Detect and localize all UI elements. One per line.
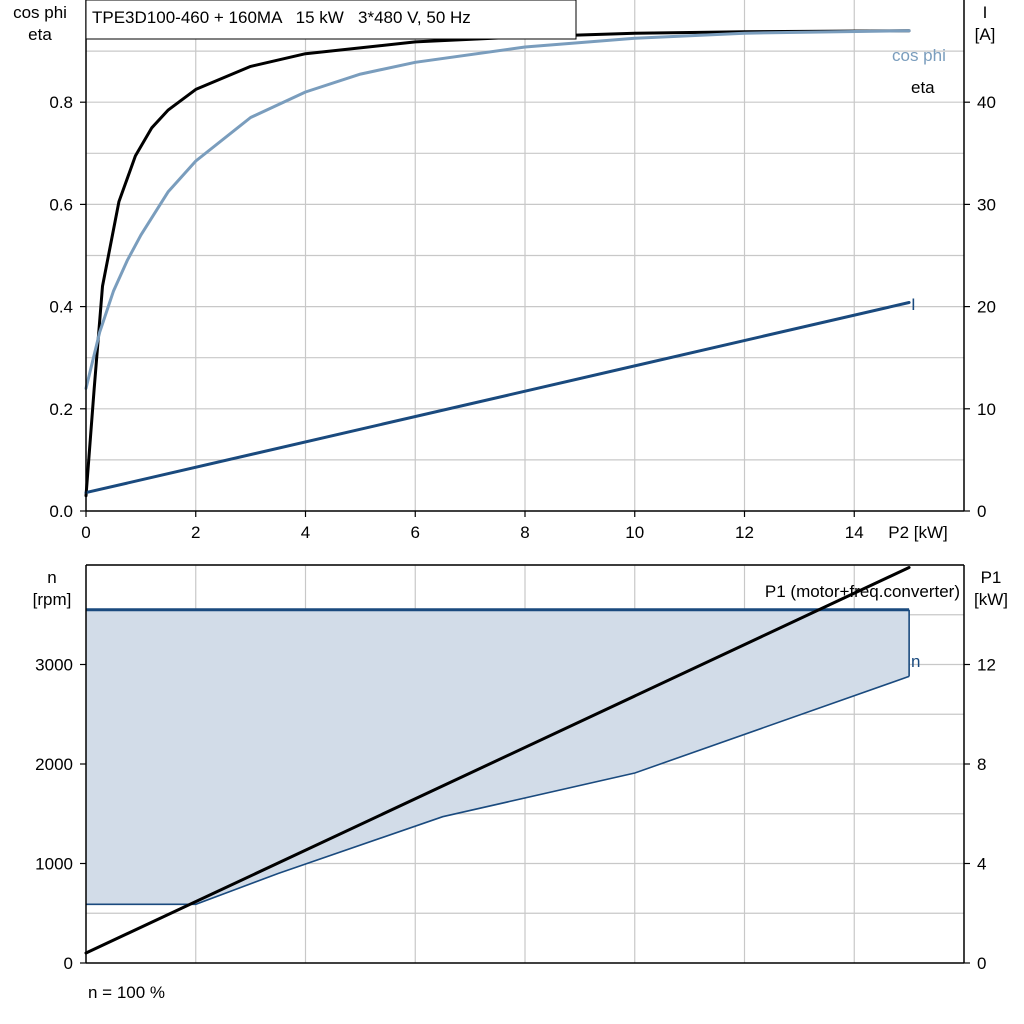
bottom-y-right-tick-label: 12 [977, 656, 996, 675]
x-tick-label: 2 [191, 523, 200, 542]
n-area [86, 609, 910, 905]
top-chart: 0 2 4 6 8 10 12 14 0.0 0.2 0.4 0.6 0.8 0 10 20 30 40 TPE3… [13, 0, 996, 542]
x-tick-label: 10 [625, 523, 644, 542]
series-line-i [84, 301, 911, 495]
bottom-y-right-tick-label: 0 [977, 954, 986, 973]
bottom-left-axis-label-1: n [47, 568, 56, 587]
top-right-axis-label-2: [A] [975, 25, 996, 44]
top-y-left-tick-label: 0.4 [49, 298, 73, 317]
series-label-eta: eta [911, 78, 935, 97]
top-y-right-tick-label: 0 [977, 502, 986, 521]
x-axis-label: P2 [kW] [888, 523, 948, 542]
series-line-cos-phi [84, 29, 911, 390]
p1-line [84, 566, 911, 955]
chart-title: TPE3D100-460 + 160MA 15 kW 3*480 V, 50 H… [92, 8, 471, 27]
top-y-left-tick-label: 0.0 [49, 502, 73, 521]
series-label-p1: P1 (motor+freq.converter) [765, 582, 960, 601]
top-y-right-tick-label: 40 [977, 93, 996, 112]
top-series [84, 29, 911, 498]
x-tick-label: 14 [845, 523, 864, 542]
top-y-left-tick-label: 0.6 [49, 195, 73, 214]
bottom-left-axis-label-2: [rpm] [33, 590, 72, 609]
x-tick-label: 4 [301, 523, 310, 542]
top-left-axis-label-1: cos phi [13, 3, 67, 22]
bottom-right-axis-label-2: [kW] [974, 590, 1008, 609]
x-tick-label: 8 [520, 523, 529, 542]
top-right-axis-label-1: I [983, 3, 988, 22]
top-y-right-tick-label: 20 [977, 298, 996, 317]
bottom-series [84, 566, 911, 955]
series-label-cos-phi: cos phi [892, 46, 946, 65]
bottom-y-left-tick-label: 0 [64, 954, 73, 973]
x-tick-label: 0 [81, 523, 90, 542]
x-tick-label: 6 [411, 523, 420, 542]
top-y-left-tick-label: 0.2 [49, 400, 73, 419]
top-ticks: 0 2 4 6 8 10 12 14 0.0 0.2 0.4 0.6 0.8 0 10 20 30 40 [49, 93, 996, 542]
footnote: n = 100 % [88, 983, 165, 1002]
bottom-y-left-tick-label: 3000 [35, 656, 73, 675]
series-line-eta [84, 29, 911, 498]
bottom-y-right-tick-label: 4 [977, 855, 986, 874]
top-left-axis-label-2: eta [28, 25, 52, 44]
bottom-right-axis-label-1: P1 [981, 568, 1002, 587]
bottom-y-left-tick-label: 1000 [35, 855, 73, 874]
bottom-y-right-tick-label: 8 [977, 755, 986, 774]
series-label-n: n [911, 652, 920, 671]
top-y-right-tick-label: 30 [977, 195, 996, 214]
title-box [85, 0, 577, 40]
series-label-i: I [911, 295, 916, 314]
bottom-chart: 0 1000 2000 3000 0 4 8 12 n [rpm] P1 [kW] P1 (motor… [33, 564, 1008, 1002]
n-lower-line [86, 675, 910, 906]
top-grid [86, 0, 964, 511]
bottom-y-left-tick-label: 2000 [35, 755, 73, 774]
top-y-left-tick-label: 0.8 [49, 93, 73, 112]
x-tick-label: 12 [735, 523, 754, 542]
top-y-right-tick-label: 10 [977, 400, 996, 419]
bottom-ticks: 0 1000 2000 3000 0 4 8 12 [35, 656, 996, 974]
